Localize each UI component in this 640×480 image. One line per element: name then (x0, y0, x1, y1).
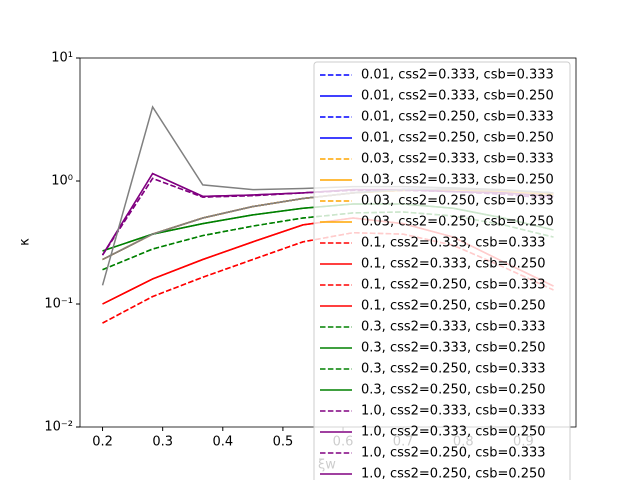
legend-label: 0.3, css2=0.250, csb=0.333 (361, 362, 546, 377)
x-tick-label: 0.4 (212, 435, 233, 450)
legend-label: 0.01, css2=0.333, csb=0.333 (361, 68, 554, 83)
legend-label: 0.03, css2=0.250, csb=0.333 (361, 194, 554, 209)
y-axis-label: κ (18, 238, 33, 246)
legend-box (313, 61, 571, 480)
legend-label: 0.03, css2=0.333, csb=0.250 (361, 173, 554, 188)
legend-label: 0.03, css2=0.250, csb=0.250 (361, 215, 554, 230)
legend-label: 0.3, css2=0.250, csb=0.250 (361, 383, 546, 398)
x-tick-label: 0.5 (273, 435, 294, 450)
legend-label: 0.1, css2=0.250, csb=0.250 (361, 299, 546, 314)
legend-label: 0.1, css2=0.333, csb=0.333 (361, 236, 546, 251)
legend: 0.01, css2=0.333, csb=0.333 0.01, css2=0.… (313, 61, 571, 480)
legend-label: 0.3, css2=0.333, csb=0.250 (361, 341, 546, 356)
legend-label: 1.0, css2=0.250, csb=0.250 (361, 467, 546, 480)
x-tick-label: 0.2 (92, 435, 113, 450)
y-tick-label: 10⁰ (51, 174, 73, 189)
legend-label: 0.01, css2=0.250, csb=0.333 (361, 110, 554, 125)
legend-label: 0.1, css2=0.250, csb=0.333 (361, 278, 546, 293)
y-tick-label: 10¹ (51, 51, 73, 66)
y-tick-label: 10⁻¹ (44, 297, 73, 312)
legend-label: 1.0, css2=0.333, csb=0.250 (361, 425, 546, 440)
legend-label: 0.01, css2=0.333, csb=0.250 (361, 89, 554, 104)
legend-label: 0.01, css2=0.250, csb=0.250 (361, 131, 554, 146)
legend-label: 1.0, css2=0.333, csb=0.333 (361, 404, 546, 419)
legend-label: 1.0, css2=0.250, csb=0.333 (361, 446, 546, 461)
legend-label: 0.1, css2=0.333, csb=0.250 (361, 257, 546, 272)
y-tick-label: 10⁻² (44, 420, 73, 435)
legend-label: 0.3, css2=0.333, csb=0.333 (361, 320, 546, 335)
legend-label: 0.03, css2=0.333, csb=0.333 (361, 152, 554, 167)
x-tick-label: 0.3 (152, 435, 173, 450)
